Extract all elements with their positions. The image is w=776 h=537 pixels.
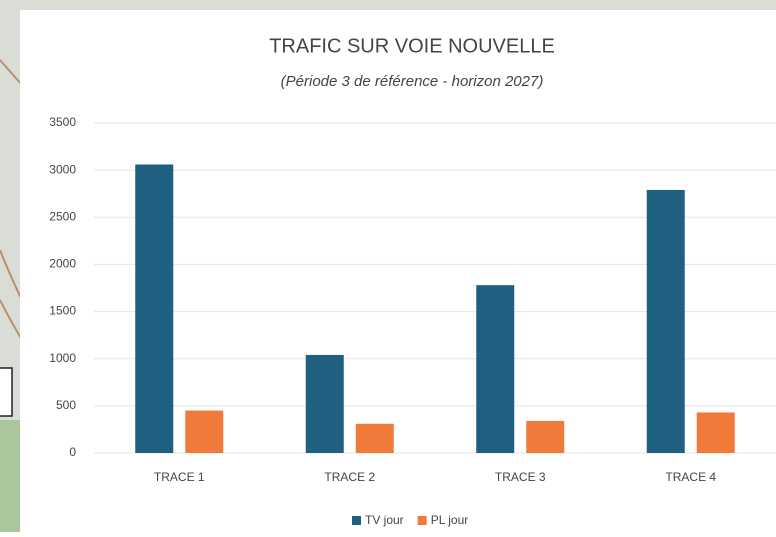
y-tick-label: 1500: [49, 304, 76, 318]
bar: [185, 411, 223, 453]
x-tick-label: TRACE 4: [665, 470, 716, 484]
x-tick-label: TRACE 1: [154, 470, 205, 484]
bar: [306, 355, 344, 453]
y-tick-label: 3500: [49, 115, 76, 129]
legend-swatch: [418, 516, 427, 525]
bar: [697, 412, 735, 453]
chart-title: TRAFIC SUR VOIE NOUVELLE: [269, 35, 555, 57]
bar: [356, 424, 394, 453]
y-tick-label: 0: [69, 445, 76, 459]
legend-label: TV jour: [365, 513, 404, 527]
legend-swatch: [352, 516, 361, 525]
y-tick-label: 500: [56, 398, 76, 412]
bar: [526, 421, 564, 453]
y-tick-label: 1000: [49, 351, 76, 365]
map-box: [0, 368, 12, 416]
legend-label: PL jour: [431, 513, 469, 527]
screenshot: TRAFIC SUR VOIE NOUVELLE (Période 3 de r…: [0, 0, 776, 532]
bar: [476, 285, 514, 453]
map-green: [0, 420, 22, 532]
x-tick-label: TRACE 3: [495, 470, 546, 484]
bar: [135, 164, 173, 453]
y-tick-label: 3000: [49, 162, 76, 176]
bar: [647, 190, 685, 453]
chart-subtitle: (Période 3 de référence - horizon 2027): [281, 73, 544, 90]
y-tick-label: 2000: [49, 257, 76, 271]
x-tick-label: TRACE 2: [324, 470, 375, 484]
page: TRAFIC SUR VOIE NOUVELLE (Période 3 de r…: [0, 0, 776, 532]
y-tick-label: 2500: [49, 209, 76, 223]
